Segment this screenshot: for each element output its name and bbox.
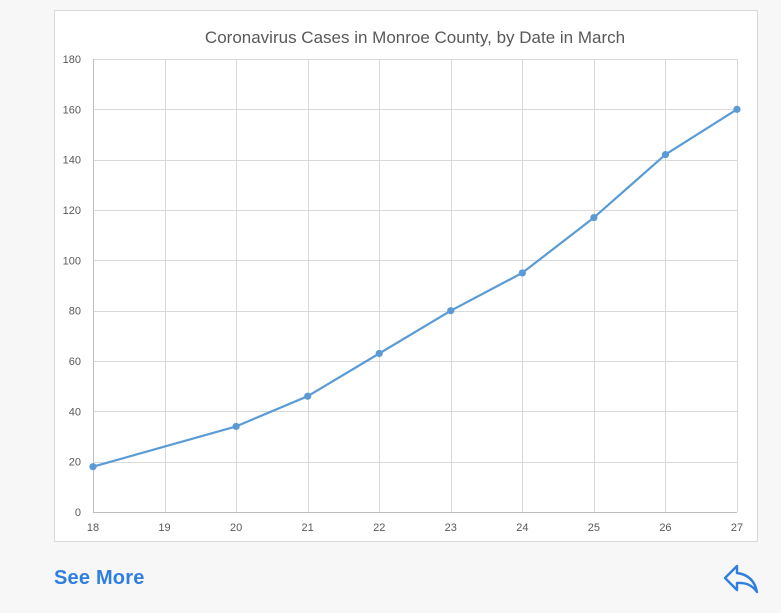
x-tick-label: 26 [659, 522, 671, 534]
data-point [375, 349, 383, 358]
x-tick-label: 19 [158, 522, 170, 534]
y-tick-label: 100 [63, 255, 81, 267]
y-tick-label: 80 [69, 306, 81, 318]
series-layer [89, 105, 741, 471]
y-tick-label: 120 [63, 205, 81, 217]
x-tick-label: 22 [373, 522, 385, 534]
data-point [304, 392, 312, 400]
y-tick-label: 140 [63, 155, 81, 167]
see-more-link[interactable]: See More [54, 567, 145, 589]
x-tick-label: 24 [516, 522, 528, 534]
line-chart: Coronavirus Cases in Monroe County, by D… [63, 28, 743, 534]
data-point [518, 269, 526, 277]
y-tick-label: 40 [69, 406, 81, 418]
data-point [232, 422, 240, 431]
tick-labels: 0 20 40 60 80 100 120 140 160 180 18 19 20 21 22 23 24 25… [63, 54, 743, 534]
y-tick-label: 160 [63, 104, 81, 116]
data-point [89, 463, 97, 471]
y-tick-label: 60 [69, 356, 81, 368]
gridlines [93, 59, 738, 512]
data-point [590, 213, 598, 222]
x-tick-label: 20 [230, 522, 242, 534]
y-tick-label: 0 [75, 507, 81, 519]
axes [93, 59, 737, 513]
y-tick-label: 20 [69, 457, 81, 469]
data-point [447, 307, 455, 315]
x-tick-label: 25 [588, 522, 600, 534]
data-point [733, 105, 741, 113]
reply-button[interactable] [722, 562, 760, 596]
x-tick-label: 18 [87, 522, 99, 534]
data-point [661, 151, 670, 159]
x-tick-label: 21 [302, 522, 314, 534]
series-line [92, 108, 738, 468]
chart-title: Coronavirus Cases in Monroe County, by D… [205, 28, 625, 47]
reply-arrow-icon [723, 564, 759, 594]
x-tick-label: 27 [731, 522, 743, 534]
chart-image[interactable]: Coronavirus Cases in Monroe County, by D… [54, 10, 758, 542]
y-tick-label: 180 [63, 54, 81, 66]
x-tick-label: 23 [445, 522, 457, 534]
